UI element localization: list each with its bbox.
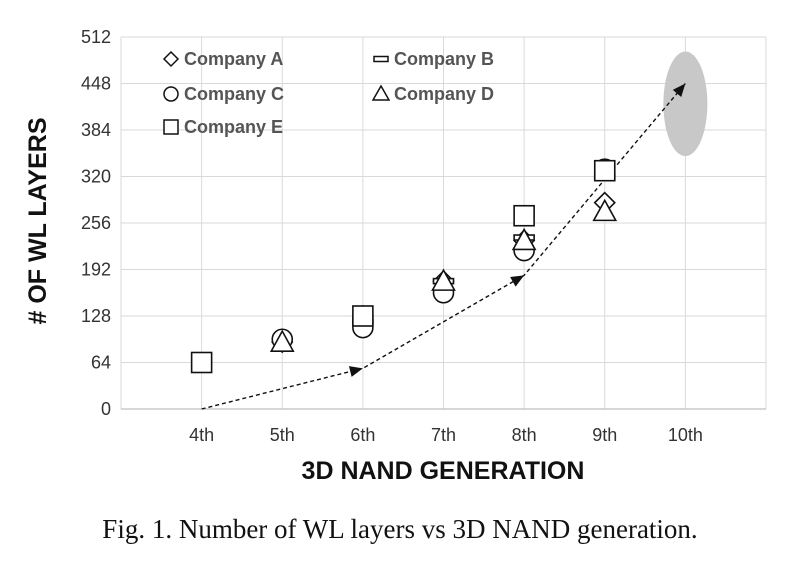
y-axis-ticks: 0 64 128 192 256 320 384 448 512 [81, 27, 111, 419]
chart: 0 64 128 192 256 320 384 448 512 4th 5th 6th 7th 8th… [24, 27, 767, 485]
y-tick-label: 128 [81, 306, 111, 326]
trend-arrowhead [348, 366, 363, 377]
y-tick-label: 256 [81, 213, 111, 233]
highlight-layer [663, 51, 708, 157]
y-tick-label: 64 [91, 353, 111, 373]
data-point-square [513, 204, 535, 227]
data-point-triangle [511, 227, 537, 251]
legend-label: Company D [394, 84, 494, 104]
legend: Company A Company B Company C Company D Comp… [162, 49, 494, 137]
legend-item: Company D [371, 84, 494, 104]
x-tick-label: 10th [668, 425, 703, 445]
x-tick-label: 6th [350, 425, 375, 445]
data-point-square [190, 351, 213, 374]
legend-marker-circle [163, 86, 179, 102]
legend-marker-diamond [162, 50, 180, 68]
legend-marker-square [163, 119, 179, 135]
trend-arrowhead [510, 275, 525, 287]
x-tick-label: 5th [270, 425, 295, 445]
data-points [190, 158, 618, 374]
x-tick-label: 4th [189, 425, 214, 445]
x-tick-label: 9th [592, 425, 617, 445]
legend-item: Company A [162, 49, 283, 69]
data-point-square [352, 305, 374, 327]
legend-label: Company C [184, 84, 284, 104]
data-point-triangle [431, 268, 456, 291]
legend-marker-triangle [371, 84, 391, 101]
legend-label: Company B [394, 49, 494, 69]
legend-item: Company B [373, 49, 494, 69]
x-axis-title: 3D NAND GENERATION [302, 457, 585, 485]
data-point-triangle [269, 329, 295, 352]
y-tick-label: 448 [81, 74, 111, 94]
figure-caption: Fig. 1. Number of WL layers vs 3D NAND g… [102, 514, 698, 544]
y-axis-title: # OF WL LAYERS [24, 118, 52, 325]
y-tick-label: 512 [81, 27, 111, 47]
x-tick-label: 7th [431, 425, 456, 445]
x-axis-ticks: 4th 5th 6th 7th 8th 9th 10th [189, 425, 703, 445]
data-point-square [593, 159, 616, 182]
y-tick-label: 0 [101, 399, 111, 419]
y-tick-label: 384 [81, 120, 111, 140]
legend-label: Company E [184, 117, 283, 137]
legend-item: Company C [163, 84, 284, 104]
x-tick-label: 8th [512, 425, 537, 445]
legend-item: Company E [163, 117, 283, 137]
trend-arrowhead [672, 83, 686, 97]
legend-marker-bar [373, 55, 389, 63]
legend-label: Company A [184, 49, 283, 69]
y-tick-label: 192 [81, 260, 111, 280]
y-tick-label: 320 [81, 167, 111, 187]
data-point-triangle [592, 198, 618, 222]
highlight-ellipse [663, 51, 708, 157]
